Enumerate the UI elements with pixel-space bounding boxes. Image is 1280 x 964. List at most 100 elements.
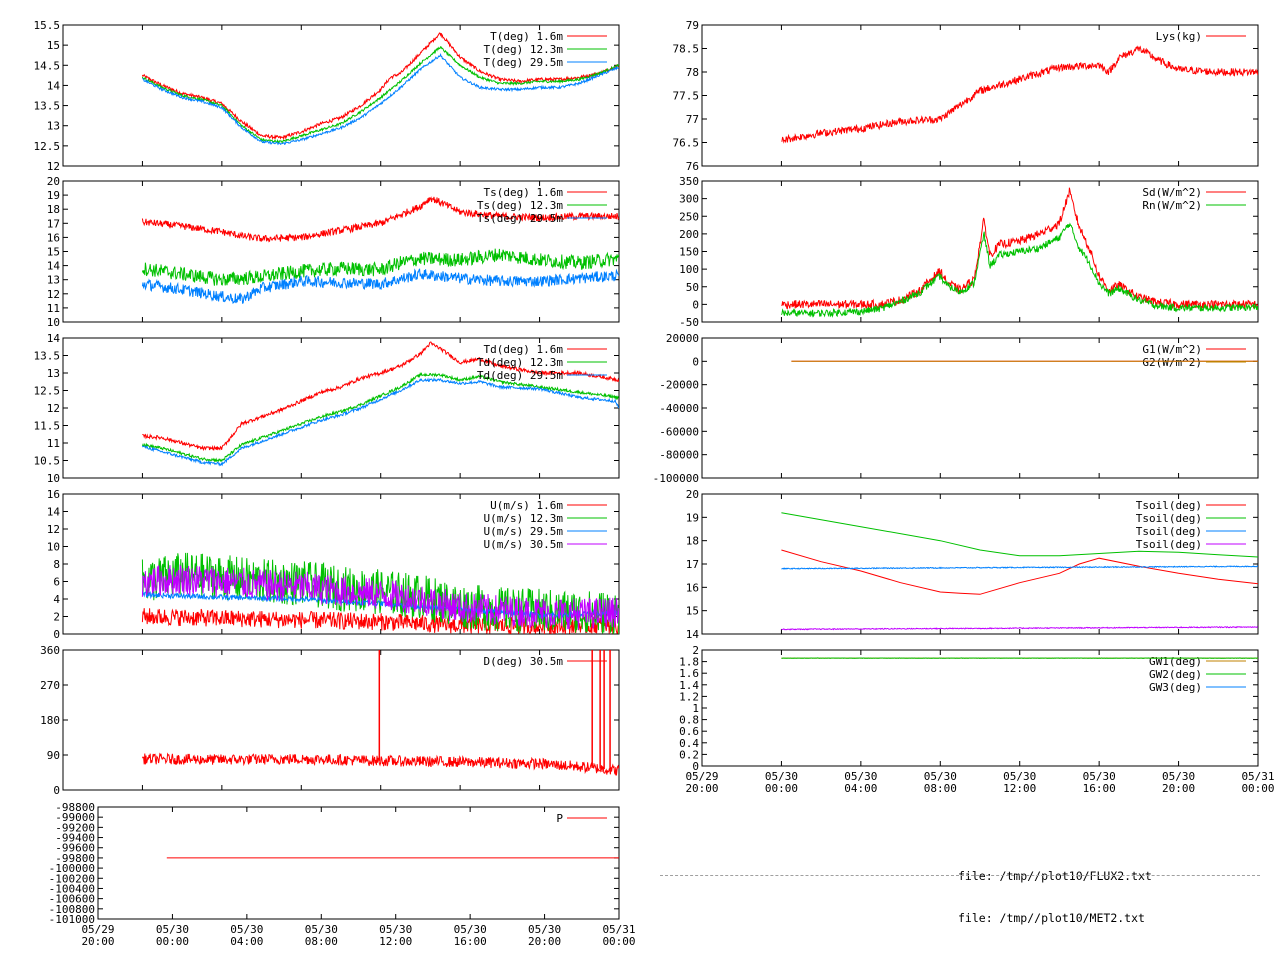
y-tick-label: 1.6 [679,667,699,680]
series-line [781,566,1257,569]
y-tick-label: 12 [47,288,60,301]
y-tick-label: 15 [47,39,60,52]
y-tick-label: 12 [47,160,60,173]
legend-label: G2(W/m^2) [1142,356,1202,369]
y-tick-label: 16 [47,488,60,501]
y-tick-label: 2 [692,644,699,657]
x-tick-label: 04:00 [844,782,877,795]
y-tick-label: 18 [686,535,699,548]
chart-gw: 00.20.40.60.811.21.41.61.8205/2920:0005/… [679,644,1274,795]
y-tick-label: 1 [692,702,699,715]
y-tick-label: 15.5 [34,19,61,32]
y-tick-label: 10 [47,316,60,329]
y-tick-label: 11 [47,437,60,450]
x-tick-label: 08:00 [924,782,957,795]
y-tick-label: 4 [53,593,60,606]
chart-tsoil: 14151617181920Tsoil(deg)Tsoil(deg)Tsoil(… [686,488,1258,641]
y-tick-label: 14 [47,506,61,519]
y-tick-label: 78.5 [673,43,700,56]
legend-label: GW1(deg) [1149,655,1202,668]
y-tick-label: 14 [47,260,61,273]
legend-label: G1(W/m^2) [1142,343,1202,356]
y-tick-label: 90 [47,749,60,762]
legend-label: Tsoil(deg) [1136,538,1202,551]
x-tick-label: 00:00 [156,935,189,948]
x-tick-label: 00:00 [602,935,635,948]
legend-label: Td(deg) 12.3m [477,356,563,369]
series-line [142,754,618,776]
legend-label: Td(deg) 29.5m [477,369,563,382]
y-tick-label: 77 [686,113,699,126]
y-tick-label: 0 [692,298,699,311]
y-tick-label: 20 [686,488,699,501]
legend-label: U(m/s) 1.6m [490,499,563,512]
x-tick-label: 12:00 [1003,782,1036,795]
chart-rad: -50050100150200250300350Sd(W/m^2)Rn(W/m^… [679,175,1258,329]
plot-frame [63,650,619,790]
y-tick-label: 17 [47,217,60,230]
y-tick-label: -60000 [659,425,699,438]
y-tick-label: 1.2 [679,690,699,703]
y-tick-label: 77.5 [673,90,700,103]
y-tick-label: 76 [686,160,699,173]
x-tick-label: 16:00 [1083,782,1116,795]
y-tick-label: 14 [686,628,700,641]
legend-label: Ts(deg) 12.3m [477,199,563,212]
y-tick-label: 14.5 [34,59,61,72]
x-tick-label: 16:00 [454,935,487,948]
legend-label: P [556,812,563,825]
series-line [142,379,618,466]
legend-label: U(m/s) 12.3m [484,512,564,525]
legend-label: T(deg) 12.3m [484,43,564,56]
x-tick-label: 04:00 [230,935,263,948]
y-tick-label: 0 [53,628,60,641]
y-tick-label: 6 [53,576,60,589]
y-tick-label: 150 [679,246,699,259]
y-tick-label: 200 [679,228,699,241]
y-tick-label: 1.4 [679,679,699,692]
legend-label: Td(deg) 1.6m [484,343,564,356]
series-line [142,249,618,286]
legend-label: D(deg) 30.5m [484,655,564,668]
y-tick-label: 10.5 [34,455,61,468]
divider-line [660,875,1260,876]
y-tick-label: 350 [679,175,699,188]
legend-label: Lys(kg) [1156,30,1202,43]
y-tick-label: 15 [686,605,699,618]
y-tick-label: 1.8 [679,656,699,669]
x-tick-label: 20:00 [81,935,114,948]
y-tick-label: 12.5 [34,385,61,398]
y-tick-label: -98800 [55,801,95,814]
series-line [781,550,1258,594]
y-tick-label: 13 [47,367,60,380]
x-tick-label: 00:00 [765,782,798,795]
file-list: file: /tmp//plot10/FLUX2.txt file: /tmp/… [958,841,1152,953]
y-tick-label: -100000 [653,472,699,485]
y-tick-label: 300 [679,193,699,206]
y-tick-label: -20000 [659,379,699,392]
y-tick-label: 79 [686,19,699,32]
y-tick-label: 11 [47,302,60,315]
legend-label: Tsoil(deg) [1136,512,1202,525]
y-tick-label: 11.5 [34,420,61,433]
y-tick-label: 2 [53,611,60,624]
y-tick-label: 50 [686,281,699,294]
y-tick-label: -50 [679,316,699,329]
series-line [781,47,1257,143]
y-tick-label: 0.8 [679,714,699,727]
y-tick-label: 12 [47,402,60,415]
y-tick-label: 10 [47,472,60,485]
legend-label: T(deg) 29.5m [484,56,564,69]
legend-label: Tsoil(deg) [1136,525,1202,538]
y-tick-label: 13 [47,274,60,287]
y-tick-label: 12.5 [34,140,61,153]
y-tick-label: 0.4 [679,737,699,750]
y-tick-label: 14 [47,332,61,345]
y-tick-label: 19 [686,511,699,524]
